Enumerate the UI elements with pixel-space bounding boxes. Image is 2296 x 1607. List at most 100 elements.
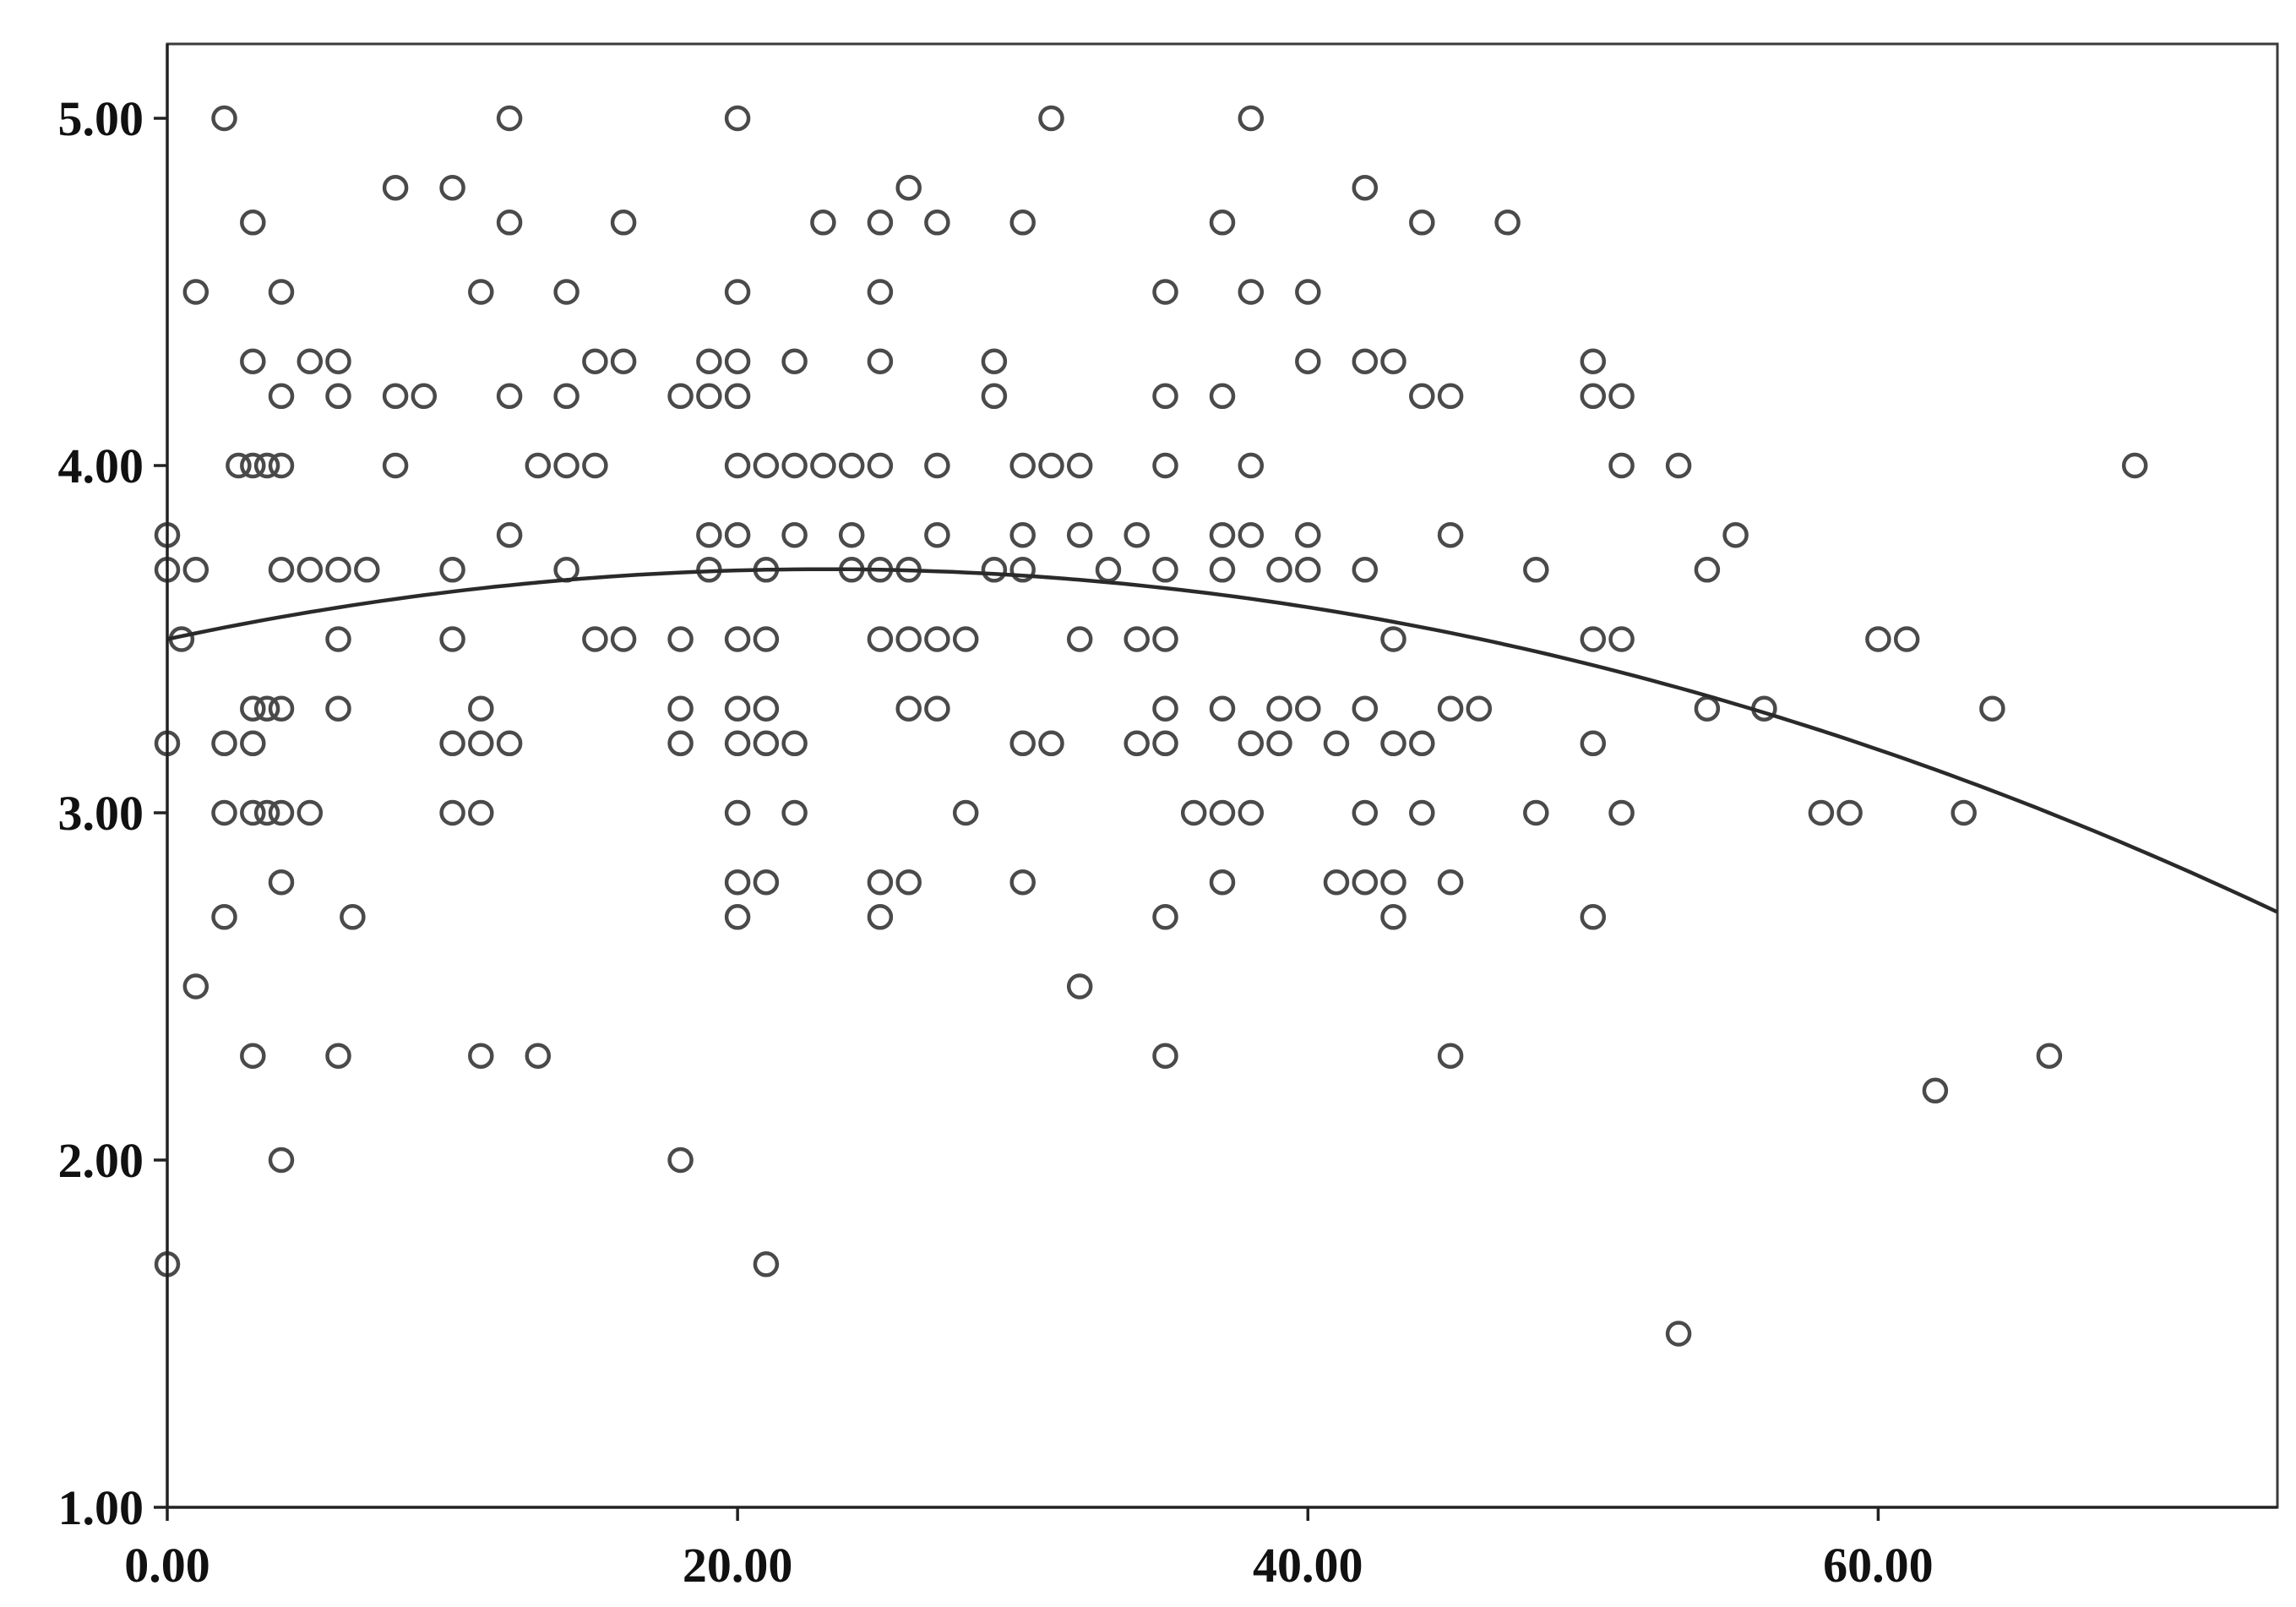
data-point [1608, 626, 1635, 652]
data-point [268, 452, 295, 479]
data-point [582, 452, 608, 479]
data-point [268, 799, 295, 826]
data-point [1124, 626, 1150, 652]
data-point [268, 279, 295, 305]
data-point [1009, 730, 1036, 757]
data-point [1665, 452, 1692, 479]
data-point [838, 452, 865, 479]
data-point [268, 557, 295, 583]
data-point [325, 626, 351, 652]
data-point [1095, 557, 1122, 583]
data-point [1380, 626, 1406, 652]
data-point [1009, 452, 1036, 479]
data-point [439, 557, 465, 583]
data-point [1409, 210, 1435, 236]
data-point [696, 521, 722, 548]
data-point [1352, 348, 1379, 374]
data-point [268, 869, 295, 896]
data-point [810, 210, 836, 236]
data-point [354, 557, 380, 583]
data-point [1152, 383, 1178, 410]
data-point [1352, 174, 1379, 201]
data-point [1523, 799, 1549, 826]
data-point [1209, 521, 1236, 548]
data-point [952, 626, 979, 652]
data-point [1380, 869, 1406, 896]
data-point [1409, 799, 1435, 826]
data-point [240, 348, 266, 374]
data-point [211, 799, 237, 826]
data-point [1066, 521, 1093, 548]
data-point [895, 626, 922, 652]
data-point [553, 452, 579, 479]
data-point [553, 279, 579, 305]
data-point [382, 174, 409, 201]
data-point [1580, 348, 1607, 374]
data-point [1152, 279, 1178, 305]
data-point [924, 626, 950, 652]
data-point [895, 695, 922, 722]
data-point [496, 383, 523, 410]
data-point [1038, 105, 1064, 132]
data-point [1466, 695, 1493, 722]
data-point [724, 904, 751, 930]
data-point [696, 348, 722, 374]
data-point [325, 1043, 351, 1069]
data-point [1295, 521, 1321, 548]
data-point [211, 904, 237, 930]
data-point [724, 695, 751, 722]
data-point [2121, 452, 2148, 479]
data-point [496, 210, 523, 236]
data-point [1608, 383, 1635, 410]
data-point [1580, 626, 1607, 652]
data-point [1009, 869, 1036, 896]
data-point [582, 626, 608, 652]
data-point [1266, 557, 1292, 583]
data-point [724, 383, 751, 410]
data-point [753, 626, 780, 652]
data-point [1608, 452, 1635, 479]
data-point [1238, 799, 1265, 826]
data-point [1437, 695, 1464, 722]
data-point [867, 452, 894, 479]
data-point [1580, 904, 1607, 930]
data-point [924, 210, 950, 236]
data-point [253, 452, 280, 479]
data-point [867, 626, 894, 652]
data-point [667, 695, 694, 722]
data-point [781, 730, 808, 757]
data-point [2036, 1043, 2063, 1069]
data-point [1152, 626, 1178, 652]
data-point [1694, 557, 1721, 583]
data-point [1038, 452, 1064, 479]
data-point [268, 1147, 295, 1174]
data-point [1180, 799, 1207, 826]
data-point [1409, 383, 1435, 410]
data-point [1152, 730, 1178, 757]
data-point [1238, 452, 1265, 479]
data-point [838, 521, 865, 548]
data-point [1494, 210, 1521, 236]
data-point [1295, 279, 1321, 305]
y-tick-label: 4.00 [58, 439, 144, 493]
data-point [724, 521, 751, 548]
data-point [667, 383, 694, 410]
data-point [211, 730, 237, 757]
data-point [1266, 730, 1292, 757]
data-point [468, 730, 494, 757]
data-point [753, 695, 780, 722]
data-point [297, 799, 324, 826]
data-point [1295, 348, 1321, 374]
data-point [1152, 452, 1178, 479]
data-point [753, 452, 780, 479]
data-point [1238, 105, 1265, 132]
data-point [924, 695, 950, 722]
data-point [1209, 799, 1236, 826]
data-point [226, 452, 252, 479]
data-point [1295, 557, 1321, 583]
data-point [1437, 1043, 1464, 1069]
data-point [1665, 1321, 1692, 1347]
data-point [867, 904, 894, 930]
data-point [411, 383, 438, 410]
data-point [468, 799, 494, 826]
